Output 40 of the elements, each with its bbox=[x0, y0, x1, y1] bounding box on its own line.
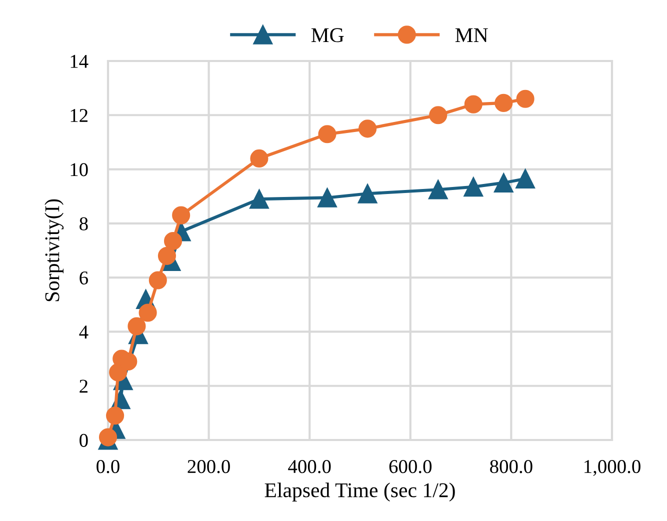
point bbox=[164, 232, 182, 250]
x-tick-label: 400.0 bbox=[288, 460, 331, 474]
legend-label: MG bbox=[311, 28, 344, 42]
point bbox=[318, 188, 337, 208]
x-axis-title: Elapsed Time (sec 1/2) bbox=[264, 482, 455, 502]
point bbox=[158, 246, 176, 265]
point bbox=[494, 173, 514, 193]
x-tick-label: 600.0 bbox=[389, 460, 432, 474]
point bbox=[172, 206, 190, 224]
point bbox=[516, 169, 536, 188]
point bbox=[138, 304, 157, 322]
point bbox=[106, 406, 124, 425]
point bbox=[98, 428, 118, 446]
point bbox=[464, 177, 484, 197]
point bbox=[358, 184, 378, 204]
x-tick-label: 1,000.0 bbox=[584, 460, 640, 476]
y-tick-label: 0 bbox=[80, 434, 88, 447]
y-tick-label: 2 bbox=[80, 380, 88, 393]
point bbox=[358, 120, 377, 138]
point bbox=[494, 94, 513, 112]
point bbox=[249, 189, 269, 209]
point bbox=[148, 271, 167, 290]
y-tick-label: 14 bbox=[70, 54, 88, 68]
x-tick-label: 200.0 bbox=[188, 460, 230, 474]
point bbox=[516, 90, 534, 108]
x-tick-label: 800.0 bbox=[490, 460, 532, 474]
point bbox=[250, 149, 268, 168]
point bbox=[318, 125, 336, 144]
y-tick-label: 12 bbox=[70, 109, 88, 122]
point bbox=[429, 106, 448, 124]
x-tick-label: 0.0 bbox=[96, 460, 120, 474]
legend-label: MN bbox=[455, 28, 488, 42]
point bbox=[128, 317, 146, 336]
y-tick-label: 8 bbox=[80, 217, 88, 230]
y-axis-title: Sorptivity(I) bbox=[44, 199, 64, 302]
point bbox=[428, 180, 448, 200]
y-tick-label: 4 bbox=[79, 326, 88, 338]
y-tick-label: 10 bbox=[70, 163, 88, 176]
point bbox=[464, 95, 482, 114]
y-tick-label: 6 bbox=[80, 271, 88, 285]
